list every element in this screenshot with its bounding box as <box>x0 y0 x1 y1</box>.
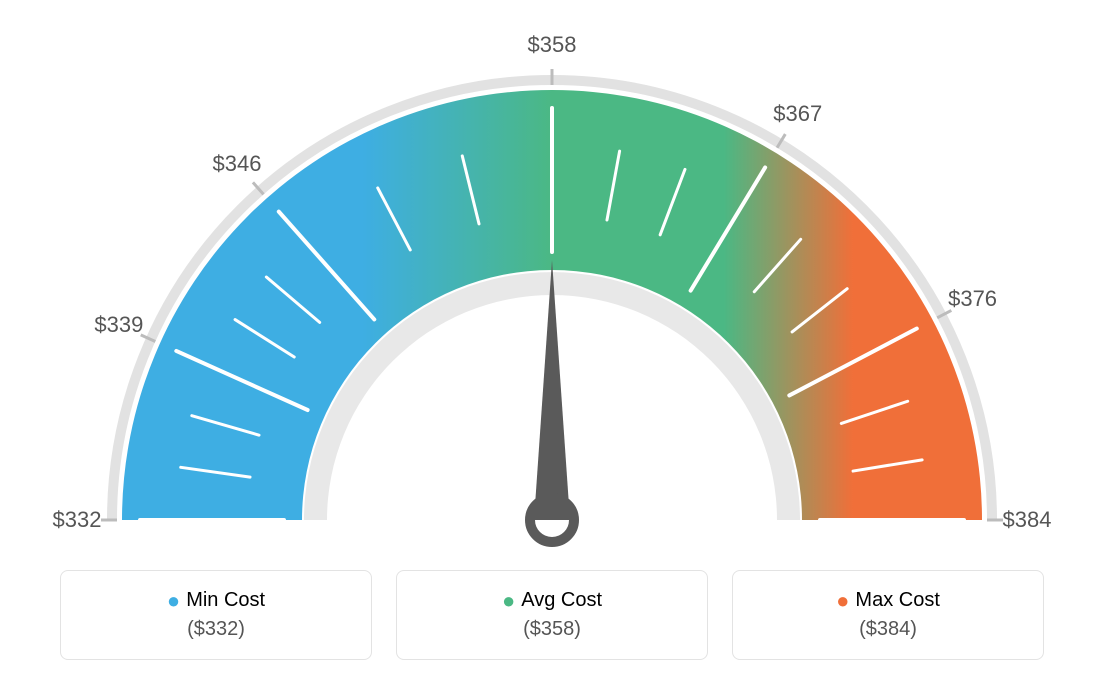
gauge-tick-label: $339 <box>94 312 143 338</box>
legend-value-avg: ($358) <box>523 618 581 641</box>
gauge-tick-label: $367 <box>773 101 822 127</box>
gauge-tick-label: $346 <box>213 151 262 177</box>
legend-dot-avg: ● <box>502 590 515 612</box>
gauge-tick-label: $358 <box>528 32 577 58</box>
legend-row: ● Min Cost ($332) ● Avg Cost ($358) ● Ma… <box>0 570 1104 660</box>
legend-card-max: ● Max Cost ($384) <box>732 570 1044 660</box>
legend-label-avg: Avg Cost <box>521 589 602 612</box>
legend-label-min: Min Cost <box>186 589 265 612</box>
legend-dot-min: ● <box>167 590 180 612</box>
gauge-tick-label: $332 <box>53 507 102 533</box>
gauge-tick-label: $376 <box>948 286 997 312</box>
legend-value-max: ($384) <box>859 618 917 641</box>
legend-card-avg: ● Avg Cost ($358) <box>396 570 708 660</box>
cost-gauge-widget: $332 $339 $346 $358 $367 $376 $384 ● Min Cost … <box>0 0 1104 690</box>
legend-card-min: ● Min Cost ($332) <box>60 570 372 660</box>
gauge-chart: $332 $339 $346 $358 $367 $376 $384 <box>0 0 1104 555</box>
legend-dot-max: ● <box>836 590 849 612</box>
gauge-tick-label: $384 <box>1003 507 1052 533</box>
legend-value-min: ($332) <box>187 618 245 641</box>
legend-label-max: Max Cost <box>855 589 939 612</box>
